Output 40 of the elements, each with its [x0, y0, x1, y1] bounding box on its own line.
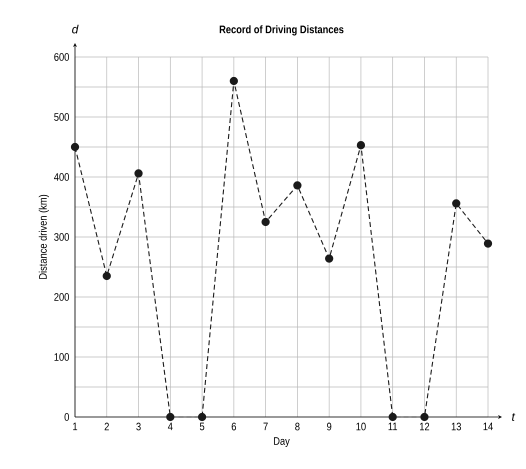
x-tick-label: 14: [484, 422, 493, 430]
text: d: [72, 24, 79, 34]
point: [293, 181, 302, 190]
x-tick-label: 9: [327, 422, 332, 430]
text: t: [512, 413, 516, 421]
point: [70, 142, 80, 152]
y-tick-label: 200: [54, 293, 69, 301]
x-tick-label: 8: [295, 422, 300, 430]
point: [484, 239, 492, 248]
x-tick-label: 11: [388, 422, 398, 430]
y-tick-label: 300: [54, 233, 69, 241]
y-tick-label: 600: [54, 53, 69, 61]
y-tick-label: 0: [64, 413, 69, 421]
x-tick-label: 7: [264, 422, 268, 430]
x-tick-label: 3: [136, 422, 141, 430]
x-tick-label: 10: [356, 422, 366, 430]
point: [452, 199, 460, 208]
point: [261, 218, 270, 226]
x-axis-title: Day: [274, 437, 290, 448]
point: [230, 76, 238, 86]
y-tick-label: 400: [54, 173, 69, 181]
point: [420, 412, 429, 422]
point: [356, 141, 366, 150]
x-tick-label: 12: [420, 422, 430, 430]
x-tick-label: 5: [200, 422, 204, 430]
x-tick-label: 6: [232, 422, 236, 430]
point: [134, 169, 143, 178]
point: [198, 412, 206, 422]
y-tick-label: 500: [54, 113, 69, 121]
x-tick-label: 2: [104, 422, 109, 430]
y-tick-label: 100: [54, 353, 69, 361]
point: [102, 272, 111, 280]
point: [325, 254, 334, 263]
point: [166, 412, 174, 422]
point: [388, 412, 397, 422]
chart-title: Record of Driving Distances: [220, 25, 344, 36]
x-tick-label: 13: [452, 422, 461, 430]
x-tick-label: 4: [168, 422, 173, 430]
y-axis-title: Distance driven (km): [38, 194, 49, 279]
x-tick-label: 1: [73, 422, 78, 430]
